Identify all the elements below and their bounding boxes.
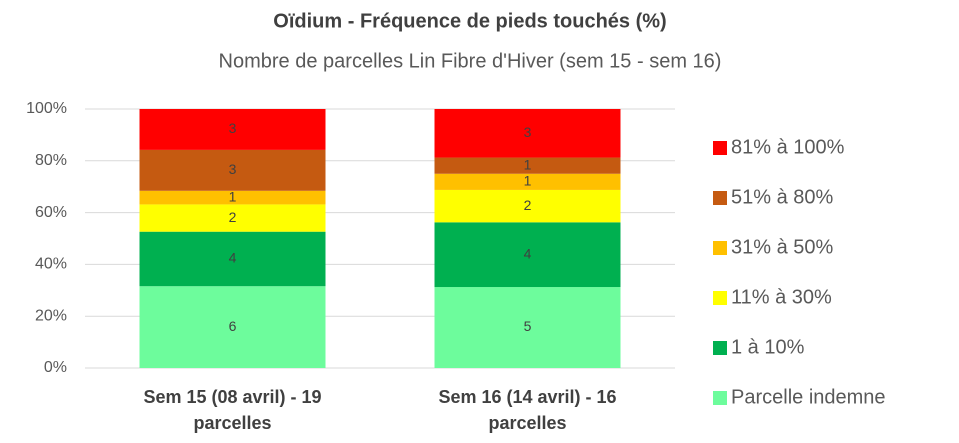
bar-segment: [434, 222, 621, 288]
legend-swatch: [713, 341, 727, 355]
bar-segment: [139, 286, 326, 368]
legend-label: 1 à 10%: [731, 336, 805, 358]
y-tick-label: 40%: [35, 256, 67, 273]
data-label: 3: [524, 124, 532, 140]
legend-swatch: [713, 391, 727, 405]
bar-segment: [434, 173, 621, 190]
legend-swatch: [713, 241, 727, 255]
y-tick-label: 100%: [26, 100, 67, 117]
chart-subtitle: Nombre de parcelles Lin Fibre d'Hiver (s…: [219, 50, 722, 72]
bar-segment: [139, 149, 326, 191]
x-tick-label: Sem 15 (08 avril) - 19 parcelles: [143, 387, 322, 433]
legend-label: 31% à 50%: [731, 236, 834, 258]
data-label: 6: [229, 318, 237, 334]
x-tick-label: Sem 16 (14 avril) - 16 parcelles: [438, 387, 617, 433]
y-tick-label: 80%: [35, 152, 67, 169]
data-label: 2: [229, 209, 237, 225]
data-label: 1: [229, 188, 237, 204]
data-label: 4: [229, 250, 237, 266]
legend-label: Parcelle indemne: [731, 386, 886, 408]
data-label: 5: [524, 318, 532, 334]
bar-segment: [139, 204, 326, 232]
legend-label: 11% à 30%: [731, 286, 832, 308]
bar-segment: [434, 189, 621, 223]
bar-segment: [139, 190, 326, 205]
legend-swatch: [713, 291, 727, 305]
bar-segment: [139, 231, 326, 287]
chart-title: Oïdium - Fréquence de pieds touchés (%): [273, 10, 666, 32]
data-label: 1: [524, 173, 532, 189]
y-tick-label: 20%: [35, 307, 67, 324]
bar-segment: [434, 287, 621, 368]
data-label: 3: [229, 120, 237, 136]
bar-segment: [139, 109, 326, 150]
data-label: 1: [524, 156, 532, 172]
data-label: 2: [524, 197, 532, 213]
y-tick-label: 60%: [35, 204, 67, 221]
y-tick-label: 0%: [44, 359, 67, 376]
legend-swatch: [713, 191, 727, 205]
legend-swatch: [713, 141, 727, 155]
data-label: 4: [524, 245, 532, 261]
data-label: 3: [229, 161, 237, 177]
legend-label: 51% à 80%: [731, 186, 834, 208]
bar-segment: [434, 157, 621, 174]
bar-segment: [434, 109, 621, 158]
legend-label: 81% à 100%: [731, 136, 845, 158]
